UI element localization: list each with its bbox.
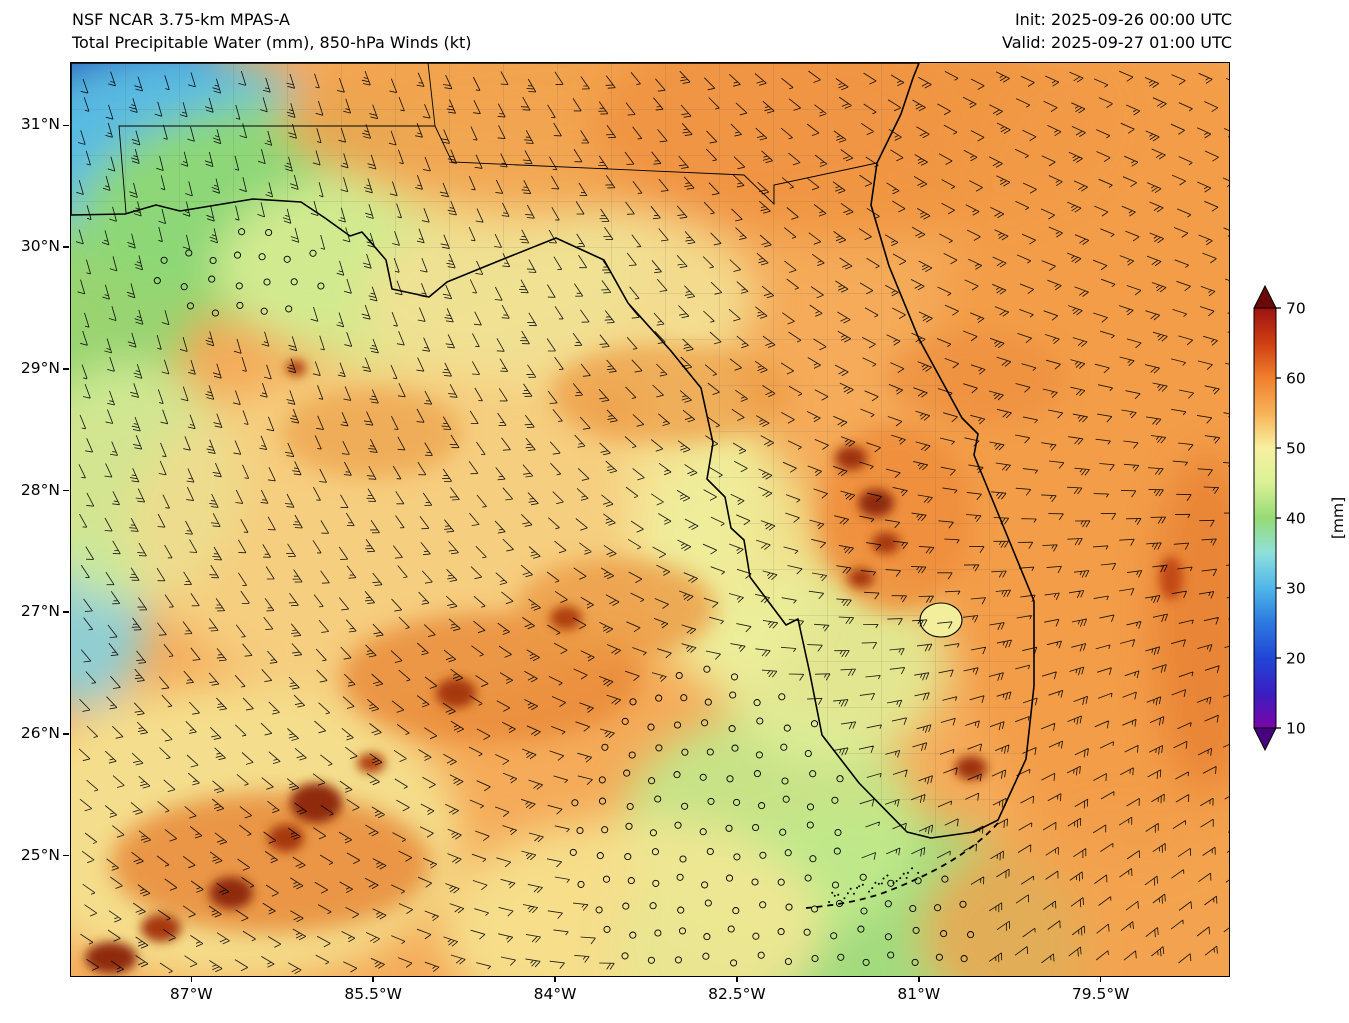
y-tick-mark xyxy=(63,854,69,857)
product-title: Total Precipitable Water (mm), 850-hPa W… xyxy=(72,33,472,52)
colorbar-tick-label: 10 xyxy=(1286,720,1306,738)
y-tick-mark xyxy=(63,124,69,127)
y-tick-mark xyxy=(63,489,69,492)
y-tick-mark xyxy=(63,368,69,370)
x-tick-mark xyxy=(736,976,738,982)
wind-barbs xyxy=(75,70,1229,974)
valid-time-label: Valid: 2025-09-27 01:00 UTC xyxy=(1001,33,1232,52)
x-tick-mark xyxy=(190,976,192,982)
florida-keys xyxy=(805,822,999,909)
y-tick-mark xyxy=(63,611,69,613)
x-tick-label: 85.5°W xyxy=(344,985,402,1003)
map-plot-area xyxy=(70,62,1230,977)
model-title: NSF NCAR 3.75-km MPAS-A xyxy=(72,10,290,29)
x-tick-mark xyxy=(372,976,374,982)
colorbar-tick-label: 20 xyxy=(1286,650,1306,668)
y-tick-label: 27°N xyxy=(20,602,60,621)
y-tick-label: 31°N xyxy=(20,115,60,134)
colorbar-extend-over xyxy=(1253,284,1277,309)
x-tick-label: 87°W xyxy=(169,985,213,1003)
init-time-label: Init: 2025-09-26 00:00 UTC xyxy=(1014,10,1232,29)
coastline-land-outline xyxy=(71,63,1035,839)
colorbar-tick-label: 40 xyxy=(1286,510,1306,528)
y-tick-mark xyxy=(63,733,69,735)
x-tick-mark xyxy=(918,976,920,982)
x-tick-label: 81°W xyxy=(897,985,941,1003)
x-tick-mark xyxy=(554,976,556,982)
x-tick-label: 79.5°W xyxy=(1071,985,1130,1003)
y-tick-mark xyxy=(63,246,69,248)
colorbar-tick-label: 30 xyxy=(1286,580,1306,598)
y-tick-label: 26°N xyxy=(20,723,60,742)
colorbar-tick-label: 60 xyxy=(1286,370,1306,388)
colorbar-tick-label: 50 xyxy=(1286,440,1306,458)
colorbar: 70 60 50 40 30 20 10 [mm] xyxy=(1253,284,1347,752)
calm-wind-circles xyxy=(153,228,975,967)
colorbar-tick-label: 70 xyxy=(1286,300,1306,318)
x-tick-mark xyxy=(1099,976,1102,982)
x-tick-label: 84°W xyxy=(533,985,577,1003)
y-tick-label: 28°N xyxy=(20,480,60,499)
y-tick-label: 29°N xyxy=(20,358,60,377)
tpw-wind-map-canvas xyxy=(71,63,1229,976)
y-tick-label: 25°N xyxy=(20,845,60,864)
colorbar-extend-under xyxy=(1253,727,1277,752)
x-tick-label: 82.5°W xyxy=(708,985,766,1003)
colorbar-units-label: [mm] xyxy=(1329,497,1347,539)
state-borders xyxy=(118,63,878,214)
y-tick-label: 30°N xyxy=(20,237,60,256)
wind-barbs-layer xyxy=(75,70,1229,974)
colorbar-gradient xyxy=(1253,307,1277,729)
